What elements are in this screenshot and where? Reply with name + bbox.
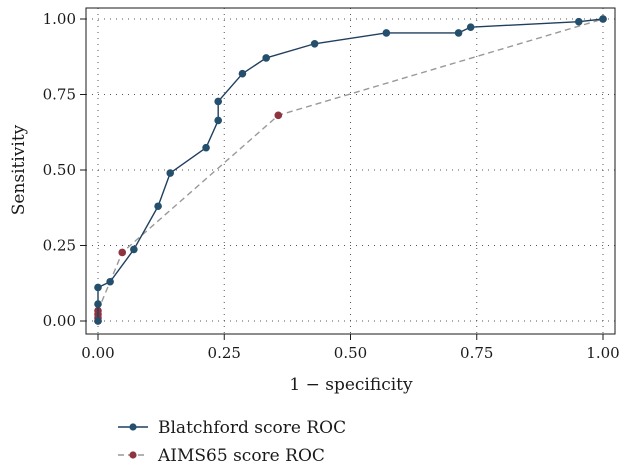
blatchford-point: [466, 23, 475, 31]
legend-item-blatchford: Blatchford score ROC: [118, 418, 346, 438]
legend-marker-aims65: [129, 451, 137, 459]
y-tick-label: 0.50: [43, 161, 76, 179]
legend-label-aims65: AIMS65 score ROC: [157, 446, 325, 465]
blatchford-point: [154, 202, 162, 211]
blatchford-point: [599, 15, 607, 23]
legend-label-blatchford: Blatchford score ROC: [158, 418, 346, 438]
x-tick-label: 0.75: [460, 344, 493, 362]
blatchford-point: [106, 277, 114, 286]
grid-lines: [86, 8, 615, 334]
aims65-point: [274, 111, 283, 120]
x-tick-label: 1.00: [586, 344, 619, 362]
x-tick-label: 0.00: [81, 344, 114, 362]
y-tick-label: 0.75: [43, 86, 76, 104]
blatchford-point: [130, 245, 138, 254]
blatchford-point: [94, 283, 102, 292]
blatchford-point: [214, 97, 222, 106]
legend-item-aims65: AIMS65 score ROC: [118, 446, 325, 465]
x-tick-label: 0.25: [208, 344, 241, 362]
blatchford-point: [382, 29, 391, 37]
blatchford-point: [574, 17, 583, 26]
legend-marker-blatchford: [129, 423, 137, 431]
x-axis-label: 1 − specificity: [289, 375, 413, 395]
blatchford-point: [238, 69, 247, 78]
y-tick-label: 1.00: [43, 10, 76, 28]
blatchford-point: [214, 116, 222, 125]
series-layer: [94, 15, 607, 325]
blatchford-point: [94, 317, 102, 325]
blatchford-point: [94, 300, 102, 308]
x-tick-label: 0.50: [334, 344, 367, 362]
axes: [80, 7, 616, 340]
y-axis-label: Sensitivity: [9, 124, 29, 215]
aims65-point: [118, 248, 127, 257]
legend: Blatchford score ROC AIMS65 score ROC: [118, 418, 346, 465]
blatchford-point: [166, 169, 175, 177]
y-tick-label: 0.00: [43, 312, 76, 330]
y-tick-label: 0.25: [43, 237, 76, 255]
blatchford-point: [202, 143, 210, 152]
blatchford-point: [454, 29, 463, 37]
tick-labels: 0.00 0.25 0.50 0.75 1.00 0.00 0.25 0.50 0.75 1.00: [43, 10, 620, 362]
blatchford-point: [310, 39, 319, 48]
blatchford-point: [262, 54, 270, 62]
